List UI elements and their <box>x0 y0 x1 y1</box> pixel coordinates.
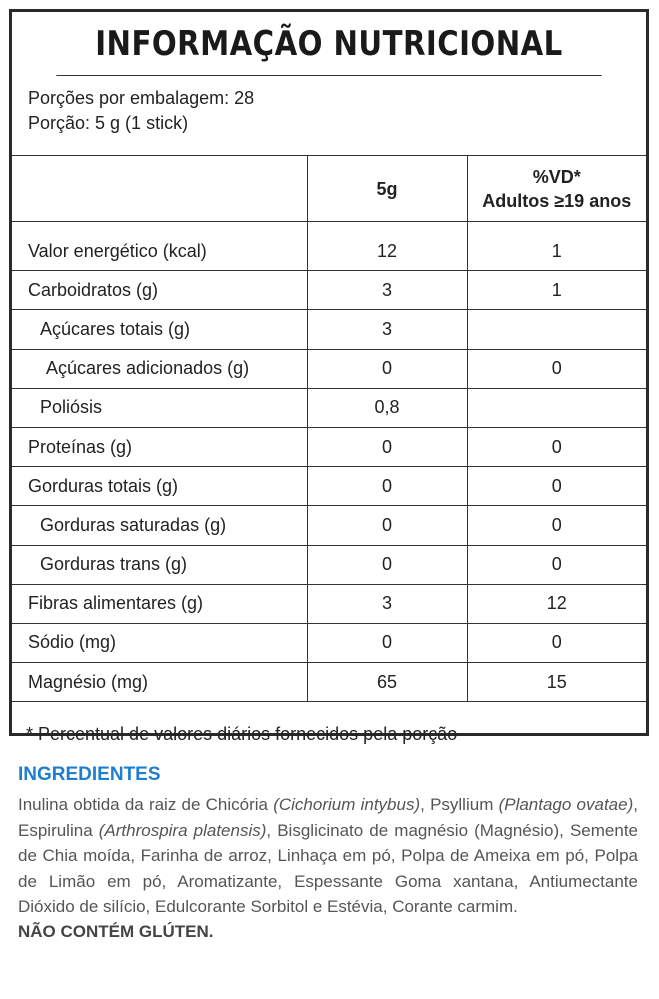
nutrient-label: Magnésio (mg) <box>12 662 307 703</box>
header-vd-label: %VD* <box>532 166 581 187</box>
servings-info: Porções por embalagem: 28 Porção: 5 g (1… <box>12 76 646 156</box>
scientific-name: (Arthrospira platensis) <box>98 820 267 840</box>
nutrient-amount: 0 <box>306 427 467 468</box>
scientific-name: (Cichorium intybus) <box>273 795 421 814</box>
table-row: Gorduras trans (g) 0 0 <box>12 545 646 585</box>
header-vd-group: Adultos ≥19 anos <box>482 190 632 211</box>
servings-per-package: Porções por embalagem: 28 <box>28 88 255 108</box>
nutrient-amount: 0,8 <box>306 388 467 428</box>
panel-title: INFORMAÇÃO NUTRICIONAL <box>56 12 602 76</box>
table-row: Magnésio (mg) 65 15 <box>12 662 646 703</box>
nutrient-amount: 0 <box>306 466 467 507</box>
table-row: Sódio (mg) 0 0 <box>12 623 646 664</box>
table-header-row: 5g %VD* Adultos ≥19 anos <box>12 156 646 222</box>
table-row: Açúcares adicionados (g) 0 0 <box>12 349 646 389</box>
portion-size: Porção: 5 g (1 stick) <box>28 113 189 133</box>
nutrient-label: Valor energético (kcal) <box>12 232 307 272</box>
table-row: Valor energético (kcal) 12 1 <box>12 232 646 272</box>
header-vd: %VD* Adultos ≥19 anos <box>466 156 646 222</box>
ingredient-text: Inulina obtida da raiz de Chicória <box>18 795 274 814</box>
nutrition-table: 5g %VD* Adultos ≥19 anos Valor energétic… <box>12 156 646 703</box>
gluten-notice: NÃO CONTÉM GLÚTEN. <box>18 921 214 941</box>
header-nutrient <box>12 156 307 222</box>
table-row: Açúcares totais (g) 3 <box>12 309 646 350</box>
nutrient-label: Fibras alimentares (g) <box>12 584 307 624</box>
nutrient-label: Gorduras trans (g) <box>12 545 307 585</box>
nutrient-vd: 12 <box>466 584 646 624</box>
nutrient-label: Proteínas (g) <box>12 427 307 468</box>
nutrient-vd: 0 <box>466 427 646 468</box>
nutrient-amount: 65 <box>306 662 467 703</box>
nutrient-amount: 0 <box>306 349 467 389</box>
nutrient-label: Açúcares adicionados (g) <box>12 349 307 389</box>
nutrient-vd: 1 <box>466 270 646 311</box>
nutrient-label: Açúcares totais (g) <box>12 309 307 350</box>
nutrient-vd: 0 <box>466 349 646 389</box>
table-row: Gorduras totais (g) 0 0 <box>12 466 646 507</box>
nutrient-label: Gorduras saturadas (g) <box>12 505 307 546</box>
ingredient-text: , Bisglicinato de magnésio (Magnésio), S… <box>18 820 639 917</box>
table-row: Proteínas (g) 0 0 <box>12 427 646 468</box>
table-row: Carboidratos (g) 3 1 <box>12 270 646 311</box>
ingredients-section: INGREDIENTES Inulina obtida da raiz de C… <box>18 764 638 944</box>
nutrient-label: Poliósis <box>12 388 307 428</box>
table-row: Fibras alimentares (g) 3 12 <box>12 584 646 624</box>
nutrient-amount: 0 <box>306 623 467 664</box>
nutrient-vd <box>466 309 646 350</box>
nutrient-amount: 3 <box>306 584 467 624</box>
nutrient-label: Carboidratos (g) <box>12 270 307 311</box>
scientific-name: (Plantago ovatae) <box>498 795 634 814</box>
ingredient-text: , Psyllium <box>420 795 499 814</box>
footnote: * Percentual de valores diários fornecid… <box>26 724 458 745</box>
nutrient-amount: 0 <box>306 545 467 585</box>
header-amount: 5g <box>306 156 467 222</box>
nutrient-vd: 0 <box>466 505 646 546</box>
nutrient-vd <box>466 388 646 428</box>
table-row: Poliósis 0,8 <box>12 388 646 428</box>
nutrient-amount: 12 <box>306 232 467 272</box>
ingredient-text: , Espirulina <box>18 795 638 840</box>
nutrient-amount: 3 <box>306 270 467 311</box>
table-row: Gorduras saturadas (g) 0 0 <box>12 505 646 546</box>
nutrition-facts-panel: INFORMAÇÃO NUTRICIONAL Porções por embal… <box>9 9 649 744</box>
nutrient-vd: 15 <box>466 662 646 703</box>
nutrient-label: Sódio (mg) <box>12 623 307 664</box>
nutrient-label: Gorduras totais (g) <box>12 466 307 507</box>
nutrient-amount: 3 <box>306 309 467 350</box>
nutrient-vd: 1 <box>466 232 646 272</box>
nutrient-vd: 0 <box>466 545 646 585</box>
nutrient-amount: 0 <box>306 505 467 546</box>
ingredients-text: Inulina obtida da raiz de Chicória (Cich… <box>18 792 638 920</box>
ingredients-heading: INGREDIENTES <box>18 764 161 785</box>
nutrient-vd: 0 <box>466 466 646 507</box>
nutrient-vd: 0 <box>466 623 646 664</box>
